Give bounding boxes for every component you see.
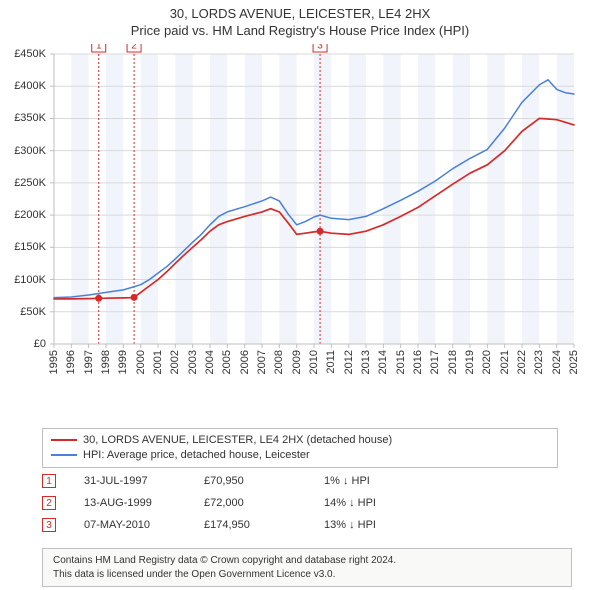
y-tick-label: £300K: [0, 145, 46, 157]
x-tick-label: 2016: [412, 350, 424, 374]
event-badge-3: 3: [42, 518, 56, 532]
attribution-line-1: Contains HM Land Registry data © Crown c…: [53, 554, 561, 568]
x-tick-label: 2022: [516, 350, 528, 374]
event-badge-2: 2: [42, 496, 56, 510]
x-tick-label: 2009: [291, 350, 303, 374]
x-tick-label: 2025: [568, 350, 580, 374]
event-price-1: £70,950: [204, 475, 324, 487]
y-tick-label: £200K: [0, 209, 46, 221]
legend-label-hpi: HPI: Average price, detached house, Leic…: [83, 449, 310, 461]
x-tick-label: 2024: [551, 350, 563, 374]
x-tick-label: 2018: [447, 350, 459, 374]
page-root: 30, LORDS AVENUE, LEICESTER, LE4 2HX Pri…: [0, 0, 600, 590]
svg-text:1: 1: [96, 44, 102, 52]
event-delta-3: 13% ↓ HPI: [324, 519, 444, 531]
attribution-line-2: This data is licensed under the Open Gov…: [53, 568, 561, 582]
x-tick-label: 2015: [395, 350, 407, 374]
x-tick-label: 2002: [169, 350, 181, 374]
x-tick-label: 2011: [325, 350, 337, 374]
x-tick-label: 2006: [239, 350, 251, 374]
x-tick-label: 1997: [83, 350, 95, 374]
chart-title: 30, LORDS AVENUE, LEICESTER, LE4 2HX: [0, 6, 600, 23]
legend-swatch-hpi: [51, 454, 77, 456]
y-tick-label: £150K: [0, 241, 46, 253]
x-tick-label: 2001: [152, 350, 164, 374]
event-badge-1: 1: [42, 474, 56, 488]
event-delta-2: 14% ↓ HPI: [324, 497, 444, 509]
legend-label-price-paid: 30, LORDS AVENUE, LEICESTER, LE4 2HX (de…: [83, 434, 392, 446]
x-tick-label: 2012: [343, 350, 355, 374]
chart-subtitle: Price paid vs. HM Land Registry's House …: [0, 23, 600, 40]
y-tick-label: £450K: [0, 48, 46, 60]
x-tick-label: 2013: [360, 350, 372, 374]
events-block: 1 31-JUL-1997 £70,950 1% ↓ HPI 2 13-AUG-…: [42, 470, 558, 536]
attribution-box: Contains HM Land Registry data © Crown c…: [42, 548, 572, 587]
legend-row-price-paid: 30, LORDS AVENUE, LEICESTER, LE4 2HX (de…: [51, 432, 549, 447]
chart-svg: 1 2 3: [0, 44, 600, 384]
x-tick-label: 2008: [273, 350, 285, 374]
x-tick-label: 1998: [100, 350, 112, 374]
x-tick-label: 2007: [256, 350, 268, 374]
x-tick-label: 2000: [135, 350, 147, 374]
legend-box: 30, LORDS AVENUE, LEICESTER, LE4 2HX (de…: [42, 428, 558, 468]
x-tick-label: 2014: [377, 350, 389, 374]
event-date-3: 07-MAY-2010: [84, 519, 204, 531]
event-date-1: 31-JUL-1997: [84, 475, 204, 487]
y-tick-label: £400K: [0, 80, 46, 92]
y-tick-label: £100K: [0, 274, 46, 286]
svg-text:3: 3: [317, 44, 323, 52]
event-date-2: 13-AUG-1999: [84, 497, 204, 509]
x-tick-label: 2020: [481, 350, 493, 374]
x-tick-label: 2004: [204, 350, 216, 374]
event-delta-1: 1% ↓ HPI: [324, 475, 444, 487]
x-tick-label: 2023: [533, 350, 545, 374]
x-tick-label: 2017: [429, 350, 441, 374]
event-price-2: £72,000: [204, 497, 324, 509]
chart-area: 1 2 3 £0 £50K £100K £150K £200K £250K £300K £350K…: [0, 44, 600, 424]
x-tick-label: 2003: [187, 350, 199, 374]
title-block: 30, LORDS AVENUE, LEICESTER, LE4 2HX Pri…: [0, 0, 600, 40]
event-row-1: 1 31-JUL-1997 £70,950 1% ↓ HPI: [42, 470, 558, 492]
svg-text:2: 2: [131, 44, 137, 52]
y-tick-label: £250K: [0, 177, 46, 189]
y-tick-label: £50K: [0, 306, 46, 318]
x-tick-label: 2021: [499, 350, 511, 374]
x-tick-label: 1999: [117, 350, 129, 374]
y-tick-label: £350K: [0, 112, 46, 124]
event-price-3: £174,950: [204, 519, 324, 531]
legend-row-hpi: HPI: Average price, detached house, Leic…: [51, 447, 549, 462]
x-tick-label: 2019: [464, 350, 476, 374]
event-row-2: 2 13-AUG-1999 £72,000 14% ↓ HPI: [42, 492, 558, 514]
x-tick-label: 1996: [65, 350, 77, 374]
y-tick-label: £0: [0, 338, 46, 350]
x-tick-label: 2005: [221, 350, 233, 374]
legend-swatch-price-paid: [51, 439, 77, 441]
event-row-3: 3 07-MAY-2010 £174,950 13% ↓ HPI: [42, 514, 558, 536]
x-tick-label: 2010: [308, 350, 320, 374]
x-tick-label: 1995: [48, 350, 60, 374]
